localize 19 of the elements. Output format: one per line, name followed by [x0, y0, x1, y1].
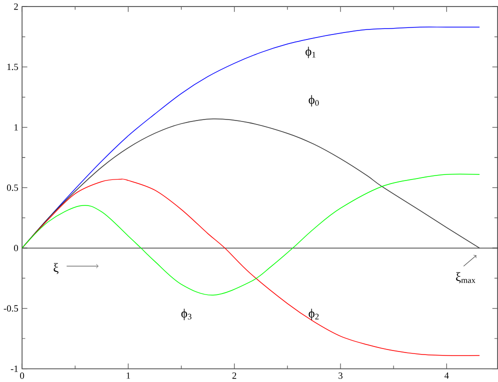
x-tick-label: 4	[444, 372, 449, 379]
x-tick-label: 3	[338, 372, 342, 379]
y-tick-label: 1	[14, 124, 18, 130]
x-tick-label: 0	[20, 372, 24, 379]
series-label: ϕ$_{2}$	[308, 308, 319, 320]
series-label: ϕ$_{3}$	[181, 308, 192, 320]
y-tick-label: 0	[14, 244, 18, 252]
text: ϕ$_{0}$	[308, 94, 319, 106]
x-tick-label: 2	[232, 372, 236, 379]
annotation: ξ$_{max}$	[456, 272, 476, 284]
annotation: ξ	[54, 262, 58, 274]
y-tick-label: 2	[14, 3, 18, 10]
y-tick-label: 0.5	[6, 184, 18, 191]
y-tick-label: 1.5	[7, 64, 18, 70]
y-tick-label: -0.5	[4, 305, 18, 312]
y-tick-label: -1	[10, 366, 18, 372]
line-series	[22, 174, 480, 296]
x-tick-label: 1	[126, 372, 130, 379]
series-label: ϕ$_{1}$	[306, 46, 316, 58]
